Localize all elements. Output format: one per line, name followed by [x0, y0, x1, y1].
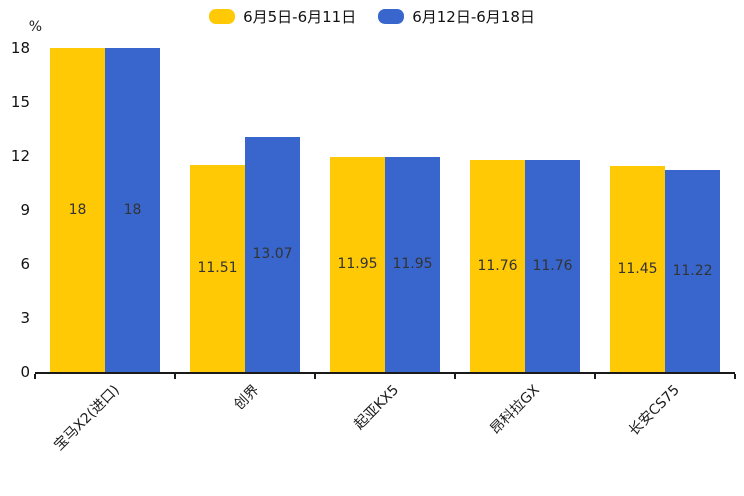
bar-value-label: 13.07 — [252, 246, 293, 263]
bar-value-label: 11.76 — [532, 258, 573, 275]
x-axis-category-label: 长安CS75 — [625, 382, 683, 440]
y-axis-tick-label: 0 — [20, 363, 30, 381]
bar-value-label: 18 — [68, 202, 87, 218]
x-axis-tick-mark — [594, 374, 596, 379]
plot-area: 18 11.51 11.95 11.76 11.45 18 13.07 11.95 11.76 1… — [35, 48, 735, 374]
bar: 18 — [105, 48, 160, 372]
y-axis-tick-label: 3 — [20, 309, 30, 327]
legend-swatch-week2 — [378, 9, 405, 24]
legend-item-week2[interactable]: 6月12日-6月18日 — [378, 6, 535, 27]
legend-label-week2: 6月12日-6月18日 — [412, 8, 535, 26]
bar: 11.51 — [190, 164, 245, 372]
bar-value-label: 11.45 — [617, 260, 658, 277]
x-axis-category-label: 昂科拉GX — [486, 382, 543, 438]
x-axis-tick-mark — [734, 374, 736, 379]
x-axis-category-label: 起亚KX5 — [351, 382, 403, 433]
x-axis-tick-mark — [314, 374, 316, 379]
bar-value-label: 18 — [123, 202, 142, 218]
x-axis-tick-mark — [174, 374, 176, 379]
bar-value-label: 11.95 — [337, 256, 378, 273]
legend-swatch-week1 — [209, 9, 236, 24]
bar: 13.07 — [245, 136, 300, 372]
bar: 11.95 — [330, 156, 385, 372]
x-axis-tick-mark — [34, 374, 36, 379]
y-axis-unit-label: % — [28, 19, 42, 35]
y-axis-tick-label: 18 — [10, 39, 30, 57]
bar-value-label: 11.76 — [477, 258, 518, 275]
x-axis-category-label: 宝马X2(进口) — [50, 382, 123, 454]
bar-value-label: 11.22 — [672, 263, 713, 280]
x-axis-tick-mark — [454, 374, 456, 379]
y-axis-tick-label: 6 — [20, 255, 30, 273]
legend-item-week1[interactable]: 6月5日-6月11日 — [209, 6, 356, 27]
y-axis-tick-label: 15 — [10, 93, 30, 111]
bar: 18 — [50, 48, 105, 372]
bar: 11.22 — [665, 170, 720, 372]
bar: 11.76 — [525, 160, 580, 372]
y-axis-tick-label: 9 — [20, 201, 30, 219]
y-axis-tick-label: 12 — [10, 147, 30, 165]
bar: 11.76 — [470, 160, 525, 372]
bar-value-label: 11.51 — [197, 260, 238, 277]
bar: 11.95 — [385, 156, 440, 372]
x-axis-category-label: 创界 — [231, 382, 263, 414]
legend: 6月5日-6月11日 6月12日-6月18日 — [0, 6, 744, 27]
bar-value-label: 11.95 — [392, 256, 433, 273]
legend-label-week1: 6月5日-6月11日 — [243, 8, 357, 26]
bar: 11.45 — [610, 165, 665, 372]
